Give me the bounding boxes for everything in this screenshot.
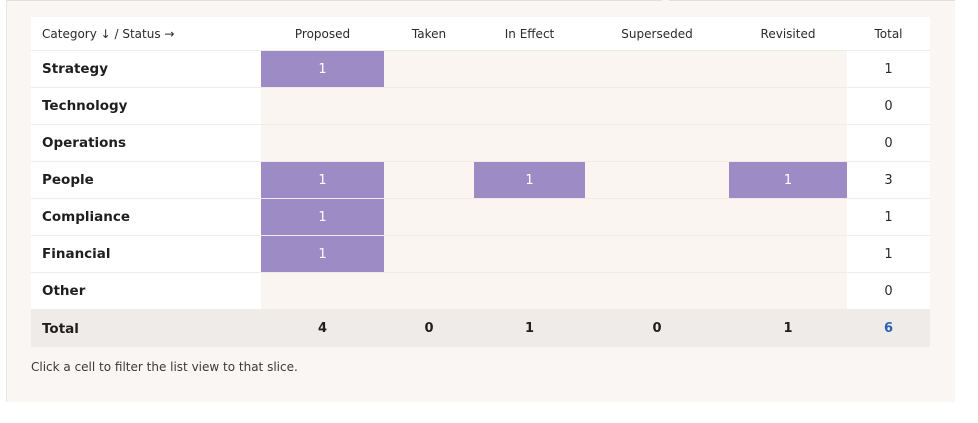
pivot-cell-operations-proposed[interactable]	[261, 124, 384, 162]
column-total-taken[interactable]: 0	[384, 309, 474, 347]
pivot-cell-financial-revisited[interactable]	[729, 235, 847, 273]
table-row: Operations 0	[31, 124, 930, 162]
pivot-cell-people-proposed[interactable]: 1	[261, 161, 384, 199]
pivot-cell-technology-in-effect[interactable]	[474, 87, 585, 125]
pivot-cell-people-revisited[interactable]: 1	[729, 161, 847, 199]
pivot-cell-other-taken[interactable]	[384, 272, 474, 310]
pivot-cell-operations-revisited[interactable]	[729, 124, 847, 162]
status-category-pivot-table: Category ↓ / Status → Proposed Taken In …	[31, 17, 930, 347]
pivot-cell-compliance-revisited[interactable]	[729, 198, 847, 236]
pivot-table-container: Category ↓ / Status → Proposed Taken In …	[31, 17, 930, 347]
row-total-technology[interactable]: 0	[847, 87, 930, 125]
row-total-other[interactable]: 0	[847, 272, 930, 310]
pivot-cell-other-in-effect[interactable]	[474, 272, 585, 310]
row-total-people[interactable]: 3	[847, 161, 930, 199]
table-row: Financial 1 1	[31, 235, 930, 273]
header-row: Category ↓ / Status → Proposed Taken In …	[31, 17, 930, 51]
pivot-cell-strategy-proposed[interactable]: 1	[261, 50, 384, 88]
table-row: People 1 1 1 3	[31, 161, 930, 199]
column-total-revisited[interactable]: 1	[729, 309, 847, 347]
table-row: Other 0	[31, 272, 930, 310]
row-total-strategy[interactable]: 1	[847, 50, 930, 88]
pivot-cell-strategy-taken[interactable]	[384, 50, 474, 88]
row-total-compliance[interactable]: 1	[847, 198, 930, 236]
category-status-header: Category ↓ / Status →	[31, 17, 261, 51]
pivot-cell-compliance-taken[interactable]	[384, 198, 474, 236]
pivot-cell-strategy-revisited[interactable]	[729, 50, 847, 88]
row-label-people: People	[31, 161, 261, 199]
column-header-proposed: Proposed	[261, 17, 384, 51]
pivot-cell-technology-superseded[interactable]	[585, 87, 729, 125]
column-header-total: Total	[847, 17, 930, 51]
pivot-cell-strategy-superseded[interactable]	[585, 50, 729, 88]
row-label-financial: Financial	[31, 235, 261, 273]
column-header-taken: Taken	[384, 17, 474, 51]
row-label-operations: Operations	[31, 124, 261, 162]
totals-row: Total 4 0 1 0 1 6	[31, 309, 930, 347]
column-header-in-effect: In Effect	[474, 17, 585, 51]
pivot-cell-other-proposed[interactable]	[261, 272, 384, 310]
row-label-strategy: Strategy	[31, 50, 261, 88]
pivot-cell-technology-proposed[interactable]	[261, 87, 384, 125]
pivot-cell-people-taken[interactable]	[384, 161, 474, 199]
row-label-other: Other	[31, 272, 261, 310]
filter-hint-text: Click a cell to filter the list view to …	[31, 360, 298, 374]
pivot-cell-compliance-superseded[interactable]	[585, 198, 729, 236]
column-total-in-effect[interactable]: 1	[474, 309, 585, 347]
top-divider-right	[669, 0, 955, 1]
column-total-proposed[interactable]: 4	[261, 309, 384, 347]
pivot-cell-financial-taken[interactable]	[384, 235, 474, 273]
pivot-cell-compliance-proposed[interactable]: 1	[261, 198, 384, 236]
pivot-cell-financial-in-effect[interactable]	[474, 235, 585, 273]
pivot-cell-people-superseded[interactable]	[585, 161, 729, 199]
row-label-technology: Technology	[31, 87, 261, 125]
table-row: Strategy 1 1	[31, 50, 930, 88]
column-header-revisited: Revisited	[729, 17, 847, 51]
pivot-cell-other-revisited[interactable]	[729, 272, 847, 310]
pivot-cell-operations-in-effect[interactable]	[474, 124, 585, 162]
pivot-cell-other-superseded[interactable]	[585, 272, 729, 310]
pivot-cell-strategy-in-effect[interactable]	[474, 50, 585, 88]
column-header-superseded: Superseded	[585, 17, 729, 51]
column-total-superseded[interactable]: 0	[585, 309, 729, 347]
pivot-cell-compliance-in-effect[interactable]	[474, 198, 585, 236]
pivot-cell-financial-superseded[interactable]	[585, 235, 729, 273]
pivot-cell-financial-proposed[interactable]: 1	[261, 235, 384, 273]
row-total-operations[interactable]: 0	[847, 124, 930, 162]
row-total-financial[interactable]: 1	[847, 235, 930, 273]
pivot-cell-technology-taken[interactable]	[384, 87, 474, 125]
grand-total[interactable]: 6	[847, 309, 930, 347]
totals-row-label: Total	[31, 309, 261, 347]
pivot-cell-technology-revisited[interactable]	[729, 87, 847, 125]
pivot-cell-people-in-effect[interactable]: 1	[474, 161, 585, 199]
table-row: Technology 0	[31, 87, 930, 125]
pivot-cell-operations-taken[interactable]	[384, 124, 474, 162]
pivot-cell-operations-superseded[interactable]	[585, 124, 729, 162]
top-divider-left	[7, 0, 662, 1]
row-label-compliance: Compliance	[31, 198, 261, 236]
table-row: Compliance 1 1	[31, 198, 930, 236]
